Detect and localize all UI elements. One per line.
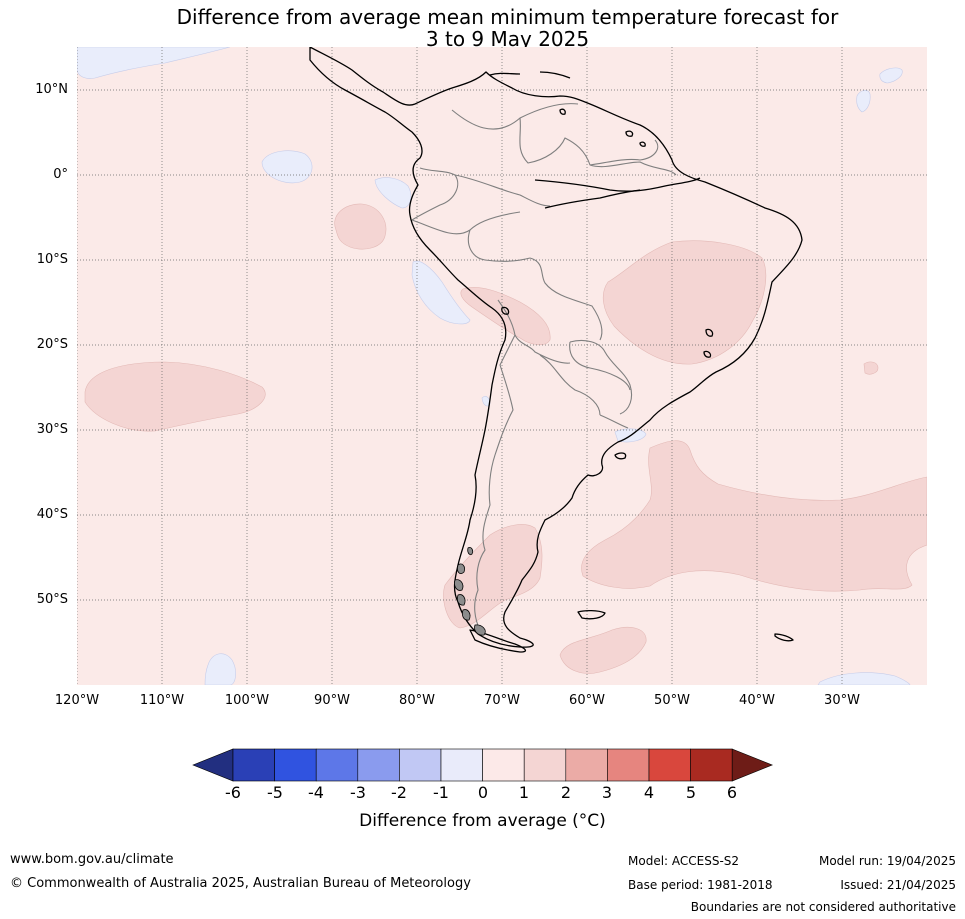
coastlines xyxy=(309,47,803,653)
island-tierra-del-fuego xyxy=(469,629,527,653)
map-title-line-1: Difference from average mean minimum tem… xyxy=(176,5,839,29)
lat-label-20s: 20°S xyxy=(36,337,68,352)
footer-model: Model: ACCESS-S2 xyxy=(628,854,740,868)
cool-patch-northeast-2 xyxy=(856,90,871,113)
caribbean-islands xyxy=(489,71,571,79)
colorbar-tick-5: 5 xyxy=(685,783,697,802)
colorbar-label: Difference from average (°C) xyxy=(359,811,606,831)
lon-label-110w: 110°W xyxy=(139,693,185,708)
forecast-map xyxy=(77,47,927,685)
small-lake-north-2 xyxy=(625,130,634,137)
colorbar-cell xyxy=(357,748,400,782)
lat-label-0: 0° xyxy=(53,167,68,182)
lon-label-90w: 90°W xyxy=(314,693,350,708)
colorbar-tick-6: 6 xyxy=(726,783,738,802)
lon-label-50w: 50°W xyxy=(654,693,690,708)
colorbar-tick-m6: -6 xyxy=(225,783,241,802)
colorbar-tick-m5: -5 xyxy=(267,783,283,802)
footer-base-period: Base period: 1981-2018 xyxy=(628,878,773,892)
footer-issued: Issued: 21/04/2025 xyxy=(840,878,956,892)
colorbar-cell xyxy=(440,748,483,782)
anomaly-patch-brazil xyxy=(602,240,767,365)
colorbar-tick-2: 2 xyxy=(560,783,572,802)
colorbar-extend-high xyxy=(731,748,774,782)
anomaly-patch-patagonia xyxy=(443,524,543,629)
footer-website: www.bom.gov.au/climate xyxy=(10,852,174,867)
south-america-coastline xyxy=(309,47,803,648)
anomaly-patch-pacific-equator xyxy=(334,203,387,250)
lon-label-30w: 30°W xyxy=(824,693,860,708)
lat-label-40s: 40°S xyxy=(36,507,68,522)
lat-label-30s: 30°S xyxy=(36,422,68,437)
lagoon-patos xyxy=(614,452,627,460)
cool-patch-southeast xyxy=(817,672,911,685)
colorbar-tick-m3: -3 xyxy=(350,783,366,802)
colorbar-cell xyxy=(482,748,525,782)
anomaly-patch-atlantic xyxy=(581,440,927,592)
lon-label-100w: 100°W xyxy=(224,693,270,708)
lon-label-60w: 60°W xyxy=(569,693,605,708)
colorbar-cells xyxy=(192,748,774,782)
lake-titicaca xyxy=(501,306,510,315)
colorbar-tick-m2: -2 xyxy=(391,783,407,802)
cool-patch-northwest xyxy=(77,47,231,79)
colorbar-cell xyxy=(690,748,733,782)
colorbar-cell xyxy=(648,748,691,782)
colorbar-cell xyxy=(565,748,608,782)
anomaly-patch-small-east xyxy=(863,361,879,375)
graticule xyxy=(77,47,927,685)
lon-label-80w: 80°W xyxy=(399,693,435,708)
island-south-georgia xyxy=(774,633,794,642)
colorbar-extend-low xyxy=(192,748,234,782)
lon-label-120w: 120°W xyxy=(54,693,100,708)
colorbar-tick-m1: -1 xyxy=(433,783,449,802)
small-lake-north-1 xyxy=(559,108,566,115)
colorbar-cell xyxy=(607,748,650,782)
lat-label-50s: 50°S xyxy=(36,592,68,607)
lat-label-10n: 10°N xyxy=(35,82,68,97)
chilean-archipelago xyxy=(454,547,486,636)
cool-patch-pacific-south xyxy=(204,653,236,685)
small-lake-north-3 xyxy=(639,141,646,147)
colorbar-tick-1: 1 xyxy=(518,783,530,802)
amazon-delta xyxy=(544,189,641,209)
coastal-lake-1 xyxy=(705,328,714,337)
country-borders xyxy=(411,103,677,631)
colorbar-cell xyxy=(315,748,359,782)
footer-model-run: Model run: 19/04/2025 xyxy=(818,854,956,868)
colorbar-cell xyxy=(399,748,442,782)
colorbar-tick-3: 3 xyxy=(601,783,613,802)
colorbar-cell xyxy=(232,748,275,782)
colorbar-tick-4: 4 xyxy=(643,783,655,802)
anomaly-minus1-to-0-regions xyxy=(77,47,911,685)
cool-patch-northeast-1 xyxy=(879,67,903,84)
colorbar-cell xyxy=(274,748,317,782)
cool-patch-peru-coast xyxy=(411,260,471,325)
colorbar-cell xyxy=(523,748,567,782)
lon-label-70w: 70°W xyxy=(484,693,520,708)
lon-label-40w: 40°W xyxy=(739,693,775,708)
coastal-lake-2 xyxy=(703,350,712,358)
island-falklands xyxy=(577,609,606,620)
colorbar-tick-m4: -4 xyxy=(308,783,324,802)
lat-label-10s: 10°S xyxy=(36,252,68,267)
anomaly-patch-south-atlantic xyxy=(559,627,647,674)
footer-disclaimer: Boundaries are not considered authoritat… xyxy=(690,900,956,914)
footer-copyright: © Commonwealth of Australia 2025, Austra… xyxy=(10,876,471,891)
colorbar-tick-0: 0 xyxy=(477,783,489,802)
